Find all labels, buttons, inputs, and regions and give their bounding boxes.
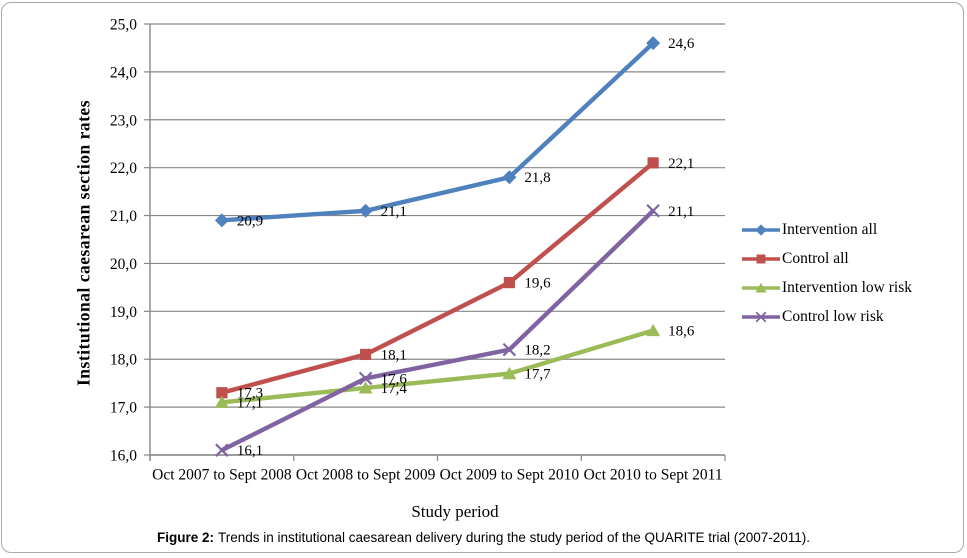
square-marker bbox=[360, 348, 372, 361]
y-tick-label: 20,0 bbox=[110, 256, 137, 273]
square-marker bbox=[216, 387, 228, 399]
series-control-all bbox=[216, 157, 659, 399]
series-line bbox=[221, 161, 655, 395]
data-label: 18,2 bbox=[524, 343, 550, 359]
diamond-marker bbox=[358, 203, 373, 218]
x-marker bbox=[215, 443, 229, 457]
data-label: 18,1 bbox=[381, 347, 407, 363]
diamond-marker bbox=[646, 36, 661, 51]
legend-marker-sample bbox=[742, 282, 780, 293]
triangle-marker bbox=[646, 323, 661, 337]
x-marker bbox=[755, 311, 767, 323]
legend-item-control-low-risk: Control low risk bbox=[742, 308, 912, 325]
data-label: 21,1 bbox=[381, 204, 407, 220]
y-axis-title: Institutional caesarean section rates bbox=[73, 100, 94, 386]
figure-caption: Figure 2: Trends in institutional caesare… bbox=[0, 530, 967, 545]
triangle-marker bbox=[214, 395, 229, 408]
legend-marker-sample bbox=[742, 254, 780, 264]
data-label: 17,4 bbox=[381, 381, 408, 397]
x-tick-label: Oct 2009 to Sept 2010 bbox=[440, 467, 580, 484]
triangle-marker bbox=[502, 366, 517, 380]
legend-label: Intervention all bbox=[782, 221, 878, 238]
data-label: 21,1 bbox=[668, 204, 694, 220]
series-line bbox=[221, 41, 655, 223]
legend-label: Intervention low risk bbox=[782, 279, 913, 296]
data-label: 24,6 bbox=[668, 36, 695, 52]
legend-label: Control all bbox=[782, 250, 849, 267]
data-label: 21,8 bbox=[524, 170, 550, 186]
x-tick-label: Oct 2007 to Sept 2008 bbox=[152, 467, 292, 484]
data-label: 22,1 bbox=[668, 156, 694, 172]
data-label: 17,7 bbox=[524, 367, 551, 383]
x-marker bbox=[358, 371, 373, 386]
series-line bbox=[220, 209, 655, 453]
x-axis-title: Study period bbox=[411, 502, 499, 521]
series-intervention-low-risk bbox=[214, 323, 661, 408]
series-control-low-risk bbox=[215, 203, 660, 457]
y-tick-label: 22,0 bbox=[110, 160, 137, 177]
y-tick-label: 19,0 bbox=[110, 304, 137, 321]
y-tick-label: 16,0 bbox=[110, 448, 137, 465]
legend-item-intervention-low-risk: Intervention low risk bbox=[742, 279, 913, 296]
legend-marker-sample bbox=[742, 311, 780, 323]
figure-caption-text: Trends in institutional caesarean delive… bbox=[217, 530, 811, 545]
data-label: 17,3 bbox=[237, 386, 263, 402]
data-label: 17,6 bbox=[381, 371, 408, 387]
data-label: 18,6 bbox=[668, 323, 695, 339]
diamond-marker bbox=[755, 224, 767, 236]
legend: Intervention all Control all Intervention … bbox=[742, 221, 913, 338]
square-marker bbox=[647, 157, 659, 169]
diamond-marker bbox=[214, 213, 229, 228]
diamond-marker bbox=[502, 170, 517, 185]
y-tick-label: 18,0 bbox=[110, 352, 137, 369]
data-label: 19,6 bbox=[524, 276, 551, 292]
x-tick-label: Oct 2008 to Sept 2009 bbox=[296, 467, 436, 484]
x-tick-label: Oct 2010 to Sept 2011 bbox=[584, 467, 723, 484]
series-line bbox=[221, 328, 654, 405]
square-marker bbox=[503, 277, 515, 289]
triangle-marker bbox=[358, 381, 373, 394]
x-marker bbox=[646, 203, 660, 218]
legend-label: Control low risk bbox=[782, 308, 884, 325]
x-marker bbox=[502, 342, 517, 357]
y-tick-label: 24,0 bbox=[110, 64, 137, 81]
square-marker bbox=[756, 254, 766, 264]
data-label: 17,1 bbox=[237, 395, 263, 411]
figure-caption-label: Figure 2: bbox=[156, 530, 214, 545]
triangle-marker bbox=[755, 282, 767, 293]
series-intervention-all bbox=[214, 36, 661, 228]
y-tick-label: 17,0 bbox=[110, 400, 137, 417]
y-tick-label: 25,0 bbox=[110, 17, 137, 34]
data-label: 16,1 bbox=[237, 443, 263, 459]
legend-item-intervention-all: Intervention all bbox=[742, 221, 912, 238]
y-tick-label: 23,0 bbox=[110, 112, 137, 129]
legend-item-control-all: Control all bbox=[742, 250, 912, 267]
y-tick-label: 21,0 bbox=[110, 208, 137, 225]
data-label: 20,9 bbox=[237, 213, 263, 229]
legend-marker-sample bbox=[742, 224, 780, 236]
